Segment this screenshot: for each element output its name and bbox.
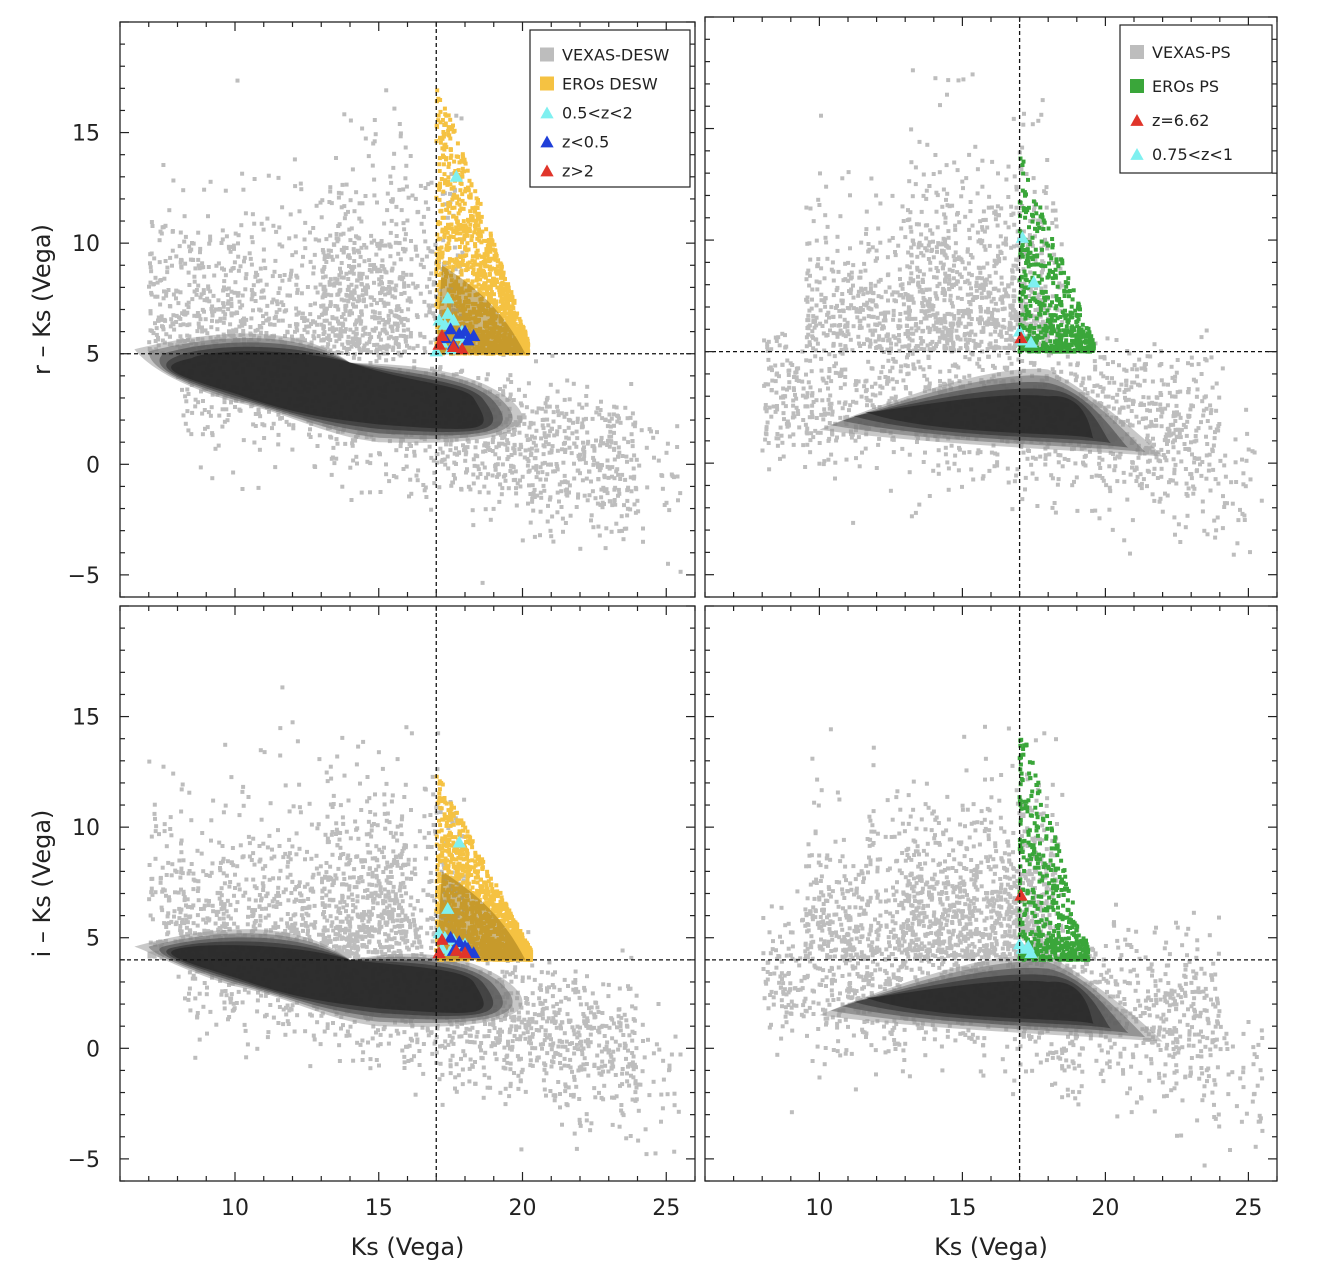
x-tick-label: 15 [365,1196,393,1221]
legend-box [1119,24,1273,174]
redshift-marker [1021,939,1035,952]
redshift-marker [432,946,446,959]
eros-ps-cloud [1017,737,1091,962]
legend-label: VEXAS-DESW [562,46,669,65]
legend-swatch [540,135,554,148]
y-axis-title: i – Ks (Vega) [28,810,56,958]
x-tick-label: 10 [805,1196,833,1221]
axis-ticks [119,605,696,1182]
vexas-density-core [819,368,1163,457]
redshift-marker [466,946,481,959]
legend-swatch [1130,114,1144,126]
redshift-marker [443,322,458,335]
y-tick-label: 0 [86,453,100,478]
redshift-marker [429,344,443,357]
redshift-marker [441,291,455,304]
y-tick-label: 0 [86,1037,100,1062]
y-tick-label: 5 [86,927,100,952]
vexas-density-core [134,333,523,443]
plot-area [760,68,1264,557]
x-tick-label: 10 [221,1196,249,1221]
legend-label: 0.5<z<2 [562,104,633,123]
marker-series-z=6.62 [1014,331,1028,344]
plot-area [134,78,683,585]
redshift-marker [1024,946,1038,959]
axis-ticks [704,16,1278,598]
panel-top-right: VEXAS-PS EROs PS z=6.62 0.75<z<1 [704,16,1278,598]
redshift-marker [449,944,464,956]
legend-box [529,29,691,188]
legend-label: EROs DESW [562,75,658,94]
x-tick-label: 20 [1091,1196,1119,1221]
legend-swatch [1130,79,1144,93]
marker-series-z=6.62 [1014,888,1028,901]
x-tick-label: 25 [1234,1196,1262,1221]
x-tick-label: 25 [652,1196,680,1221]
legend-label: VEXAS-PS [1152,43,1231,62]
x-axis-title: Ks (Vega) [351,1233,465,1261]
redshift-marker [466,329,481,341]
redshift-marker [458,324,472,337]
legend-swatch [540,106,554,119]
redshift-marker [458,946,472,959]
x-tick-label: 15 [948,1196,976,1221]
redshift-marker [1027,275,1041,288]
plot-area [761,724,1265,1168]
y-tick-label: 5 [86,343,100,368]
eros-desw-cloud [434,88,531,356]
y-tick-label: 15 [72,706,100,731]
panel-bottom-left: 10 15 20 25 −5 0 5 10 15 Ks (Vega) i – Ks (Vega) [28,605,696,1261]
legend-label: EROs PS [1152,77,1219,96]
redshift-marker [435,329,449,341]
legend-swatch [540,47,554,62]
panel-top-left: −5 0 5 10 15 r – Ks (Vega) VEXAS-DESW EROs DESW… [28,21,696,598]
redshift-marker [458,939,472,952]
redshift-marker [1014,888,1028,901]
redshift-marker [441,901,455,914]
legend-label: z=6.62 [1152,111,1209,130]
redshift-marker [441,306,455,319]
legend-label: 0.75<z<1 [1152,145,1233,164]
legend: VEXAS-PS EROs PS z=6.62 0.75<z<1 [1119,24,1273,174]
axis-ticks [704,605,1278,1182]
y-tick-label: −5 [68,1148,100,1173]
legend: VEXAS-DESW EROs DESW 0.5<z<2 z<0.5 z>2 [529,29,691,188]
legend-swatch [1130,148,1144,160]
redshift-marker [446,340,461,352]
legend-swatch [1130,45,1144,59]
redshift-marker [449,169,464,182]
y-tick-label: 15 [72,122,100,147]
x-tick-label: 20 [509,1196,537,1221]
redshift-marker [1014,331,1028,344]
marker-series-z>2 [432,932,472,959]
axis-ticks [119,21,696,598]
y-tick-label: 10 [72,232,100,257]
legend-swatch [540,76,554,91]
redshift-marker [455,342,469,355]
legend-label: z<0.5 [562,133,609,152]
redshift-marker [452,835,466,848]
redshift-marker [443,930,458,943]
x-axis-title: Ks (Vega) [934,1233,1048,1261]
redshift-marker [1024,335,1038,348]
redshift-marker [1012,324,1027,337]
redshift-marker [446,313,461,326]
legend-swatch [540,164,554,177]
panel-bottom-right: 10 15 20 25 Ks (Vega) [704,605,1278,1261]
legend-label: z>2 [562,162,594,181]
redshift-marker [1015,230,1030,243]
redshift-marker [435,932,449,945]
y-tick-label: −5 [68,564,100,589]
y-axis-title: r – Ks (Vega) [28,224,56,375]
vexas-density-core [819,954,1163,1042]
y-tick-label: 10 [72,816,100,841]
